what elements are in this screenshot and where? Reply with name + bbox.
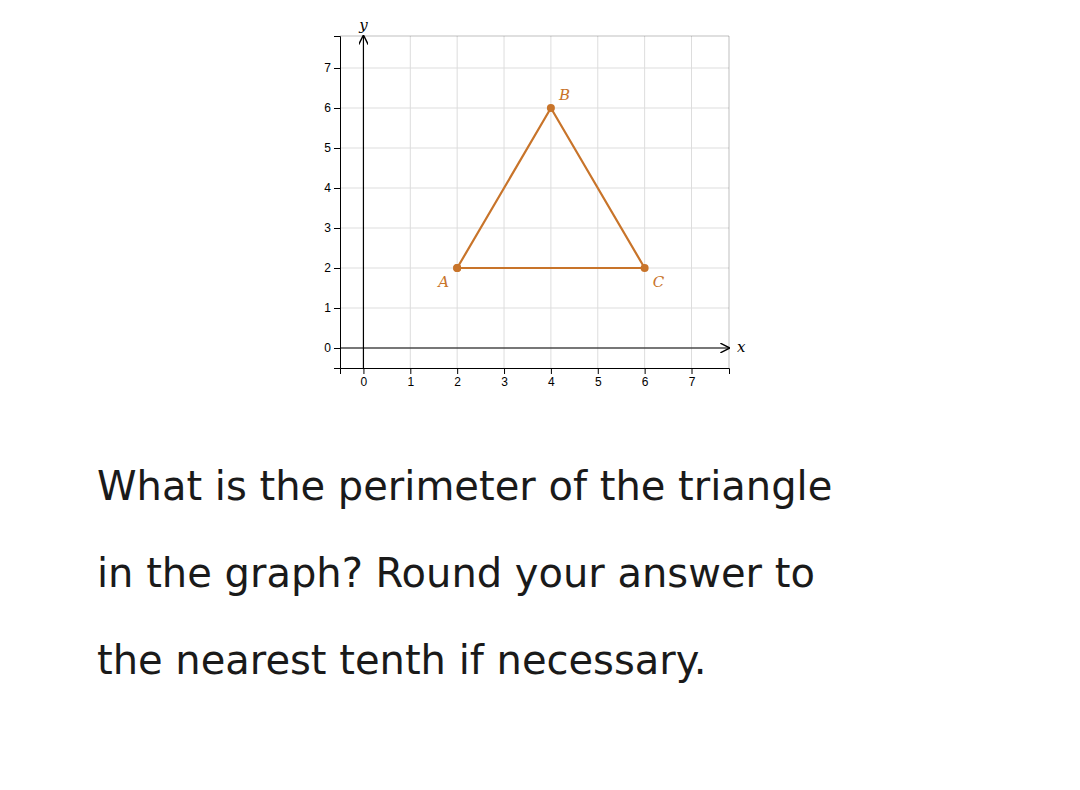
- grid-line: [457, 36, 458, 368]
- tick-label: 1: [407, 375, 414, 389]
- tick: 4: [548, 368, 555, 389]
- tick-mark: [504, 368, 505, 374]
- grid-line: [340, 108, 729, 109]
- vertex-label: B: [558, 86, 570, 104]
- grid-line: [410, 36, 411, 368]
- axis-line: [334, 37, 341, 369]
- vertex-point: [547, 104, 555, 112]
- tick-mark: [334, 148, 340, 149]
- tick-label: 4: [548, 375, 555, 389]
- tick: 2: [324, 261, 340, 275]
- tick-mark: [334, 188, 340, 189]
- grid-line: [504, 36, 505, 368]
- tick-label: 7: [689, 375, 696, 389]
- tick-mark: [363, 368, 364, 374]
- frame: [729, 36, 730, 368]
- tick: 0: [324, 341, 340, 355]
- tick-mark: [334, 348, 340, 349]
- tick-label: 3: [501, 375, 508, 389]
- tick: 4: [324, 181, 340, 195]
- tick: 7: [324, 61, 340, 75]
- frame: [340, 36, 729, 37]
- tick-mark: [410, 368, 411, 374]
- tick-mark: [551, 368, 552, 374]
- tick-mark: [334, 228, 340, 229]
- tick-mark: [645, 368, 646, 374]
- tick-mark: [334, 268, 340, 269]
- grid-line: [340, 148, 729, 149]
- question-text: in the graph? Round your answer to: [97, 550, 815, 596]
- tick-label: 5: [324, 141, 331, 155]
- tick-label: 3: [324, 221, 331, 235]
- vertex-point: [641, 264, 649, 272]
- question-text: What is the perimeter of the triangle: [97, 463, 832, 509]
- grid-line: [597, 36, 598, 368]
- axis-line: [341, 369, 730, 375]
- tick-label: 5: [595, 375, 602, 389]
- grid-line: [340, 348, 729, 349]
- tick-label: 2: [454, 375, 461, 389]
- tick: 3: [501, 368, 508, 389]
- vertex-label: C: [653, 273, 665, 291]
- tick: 5: [324, 141, 340, 155]
- grid: [340, 36, 729, 368]
- tick: 3: [324, 221, 340, 235]
- grid-line: [340, 188, 729, 189]
- tick: 0: [361, 368, 368, 389]
- tick-mark: [334, 308, 340, 309]
- tick-mark: [692, 368, 693, 374]
- tick: 2: [454, 368, 461, 389]
- x-zero-axis: [340, 347, 729, 348]
- tick-label: 0: [361, 375, 368, 389]
- tick-mark: [334, 68, 340, 69]
- tick-label: 6: [324, 101, 331, 115]
- grid-line: [363, 36, 364, 368]
- tick-mark: [457, 368, 458, 374]
- plot: 0 1 2 3 4 5 6 7 0 1 2 3 4 5 6 7 x y A B C: [324, 16, 746, 389]
- tick-label: 6: [642, 375, 649, 389]
- x-axis-label: x: [737, 338, 746, 356]
- tick: 6: [324, 101, 340, 115]
- x-axis: 0 1 2 3 4 5 6 7: [341, 368, 730, 389]
- y-zero-axis: [363, 36, 364, 368]
- vertex-point: [453, 264, 461, 272]
- chart: 0 1 2 3 4 5 6 7 0 1 2 3 4 5 6 7 x y A B C What is the perimet…: [0, 0, 1080, 790]
- tick: 1: [407, 368, 414, 389]
- tick: 1: [324, 301, 340, 315]
- triangle-line: [457, 108, 644, 268]
- vertex-point: [453, 264, 461, 272]
- vertex-label: A: [436, 273, 449, 291]
- y-axis-label: y: [358, 16, 368, 34]
- grid-line: [340, 68, 729, 69]
- tick-label: 0: [324, 341, 331, 355]
- grid-line: [340, 308, 729, 309]
- tick-label: 4: [324, 181, 331, 195]
- tick-mark: [598, 368, 599, 374]
- tick-label: 2: [324, 261, 331, 275]
- grid-line: [691, 36, 692, 368]
- grid-line: [644, 36, 645, 368]
- tick-label: 1: [324, 301, 331, 315]
- tick: 6: [642, 368, 649, 389]
- grid-line: [550, 36, 551, 368]
- marks: [453, 104, 648, 272]
- tick-mark: [334, 108, 340, 109]
- y-axis: 0 1 2 3 4 5 6 7: [324, 37, 340, 369]
- tick-label: 7: [324, 61, 331, 75]
- tick: 7: [689, 368, 696, 389]
- grid-line: [340, 228, 729, 229]
- question-text: the nearest tenth if necessary.: [97, 637, 706, 683]
- tick: 5: [595, 368, 602, 389]
